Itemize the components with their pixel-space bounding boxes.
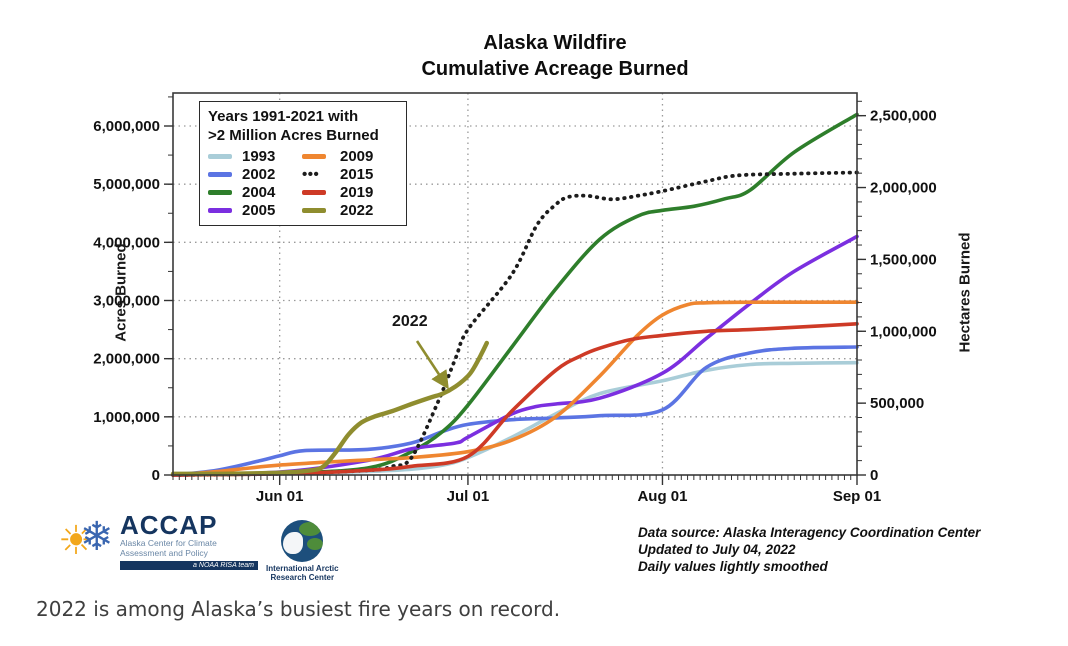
iarc-logo: International Arctic Research Center xyxy=(266,520,339,582)
x-axis-tick-label: Jun 01 xyxy=(256,488,304,505)
accap-logo-sub1: Alaska Center for Climate xyxy=(120,538,217,548)
legend-swatch-2022 xyxy=(302,208,326,213)
data-source-note: Data source: Alaska Interagency Coordina… xyxy=(638,524,980,575)
legend-label-2022: 2022 xyxy=(340,202,374,219)
series-line-2002 xyxy=(171,345,859,477)
x-axis-tick-label: Sep 01 xyxy=(833,488,881,505)
legend-entries: 1993 2009 2002 ••• 2015 2004 2019 2005 2… xyxy=(208,148,396,219)
data-source-line2: Updated to July 04, 2022 xyxy=(638,542,796,557)
y-left-tick-label: 1,000,000 xyxy=(93,409,160,426)
y-right-tick-label: 2,500,000 xyxy=(870,108,937,125)
axis-tick-labels: Jun 01 Jul 01 Aug 01 Sep 01 0 1,000,000 2,000,… xyxy=(93,108,936,505)
y-right-tick-label: 2,000,000 xyxy=(870,180,937,197)
globe-polar-bear-icon xyxy=(281,520,324,562)
page-caption: 2022 is among Alaska’s busiest fire year… xyxy=(36,597,561,621)
legend-swatch-2002 xyxy=(208,172,232,177)
data-source-line3: Daily values lightly smoothed xyxy=(638,559,828,574)
legend-label-2015: 2015 xyxy=(340,166,374,183)
data-source-line1: Data source: Alaska Interagency Coordina… xyxy=(638,525,981,540)
snowflake-icon: ❄ xyxy=(80,515,114,559)
legend-swatch-2019 xyxy=(302,190,326,195)
legend-label-2004: 2004 xyxy=(242,184,276,201)
legend-title-line2: >2 Million Acres Burned xyxy=(208,127,379,144)
y-right-tick-label: 1,000,000 xyxy=(870,323,937,340)
chart-title: Alaska Wildfire Cumulative Acreage Burne… xyxy=(255,30,855,82)
accap-logo-sub2: Assessment and Policy xyxy=(120,548,208,558)
series-line-2009 xyxy=(171,300,859,477)
y-right-tick-label: 1,500,000 xyxy=(870,251,937,268)
plot-frame xyxy=(172,92,858,476)
sun-icon: ☀ xyxy=(58,519,94,563)
legend-label-2019: 2019 xyxy=(340,184,374,201)
iarc-logo-text: International Arctic Research Center xyxy=(266,564,339,582)
legend-swatch-2015: ••• xyxy=(302,165,320,183)
chart-legend: Years 1991-2021 with >2 Million Acres Bu… xyxy=(199,101,407,226)
legend-label-2002: 2002 xyxy=(242,166,276,183)
right-axis-title: Hectares Burned xyxy=(956,232,974,353)
y-left-tick-label: 2,000,000 xyxy=(93,351,160,368)
series-line-2004 xyxy=(171,112,859,477)
iarc-logo-line1: International Arctic xyxy=(266,564,339,573)
legend-label-2005: 2005 xyxy=(242,202,276,219)
legend-title-line1: Years 1991-2021 with xyxy=(208,108,359,125)
series-line-2022 xyxy=(170,340,489,477)
annotation-arrow xyxy=(415,340,449,390)
series-line-2015 xyxy=(171,170,859,477)
y-left-tick-label: 3,000,000 xyxy=(93,293,160,310)
accap-sun-snowflake-icon: ☀ ❄ xyxy=(58,512,116,574)
legend-label-2009: 2009 xyxy=(340,148,374,165)
accap-logo: ACCAP Alaska Center for Climate Assessme… xyxy=(120,512,258,570)
annotation-2022-label: 2022 xyxy=(392,313,428,330)
legend-swatch-2004 xyxy=(208,190,232,195)
y-left-tick-label: 6,000,000 xyxy=(93,118,160,135)
logo-block: ☀ ❄ ACCAP Alaska Center for Climate Asse… xyxy=(58,512,339,592)
chart-title-line1: Alaska Wildfire xyxy=(483,32,627,54)
accap-logo-name: ACCAP xyxy=(120,510,218,540)
accap-noaa-banner: a NOAA RISA team xyxy=(120,561,258,570)
axis-ticks xyxy=(164,96,866,485)
left-axis-title: Acres Burned xyxy=(112,243,130,342)
x-axis-tick-label: Jul 01 xyxy=(447,488,490,505)
x-axis-tick-label: Aug 01 xyxy=(637,488,687,505)
y-right-tick-label: 500,000 xyxy=(870,395,924,412)
legend-swatch-2009 xyxy=(302,154,326,159)
y-left-tick-label: 4,000,000 xyxy=(93,234,160,251)
gridlines xyxy=(173,93,857,475)
legend-swatch-1993 xyxy=(208,154,232,159)
y-left-tick-label: 0 xyxy=(152,467,160,484)
y-right-tick-label: 0 xyxy=(870,467,878,484)
y-left-tick-label: 5,000,000 xyxy=(93,176,160,193)
iarc-logo-line2: Research Center xyxy=(270,573,335,582)
legend-swatch-2005 xyxy=(208,208,232,213)
chart-title-line2: Cumulative Acreage Burned xyxy=(421,58,689,80)
legend-label-1993: 1993 xyxy=(242,148,276,165)
series-lines xyxy=(170,112,859,477)
series-line-2019 xyxy=(171,322,859,477)
